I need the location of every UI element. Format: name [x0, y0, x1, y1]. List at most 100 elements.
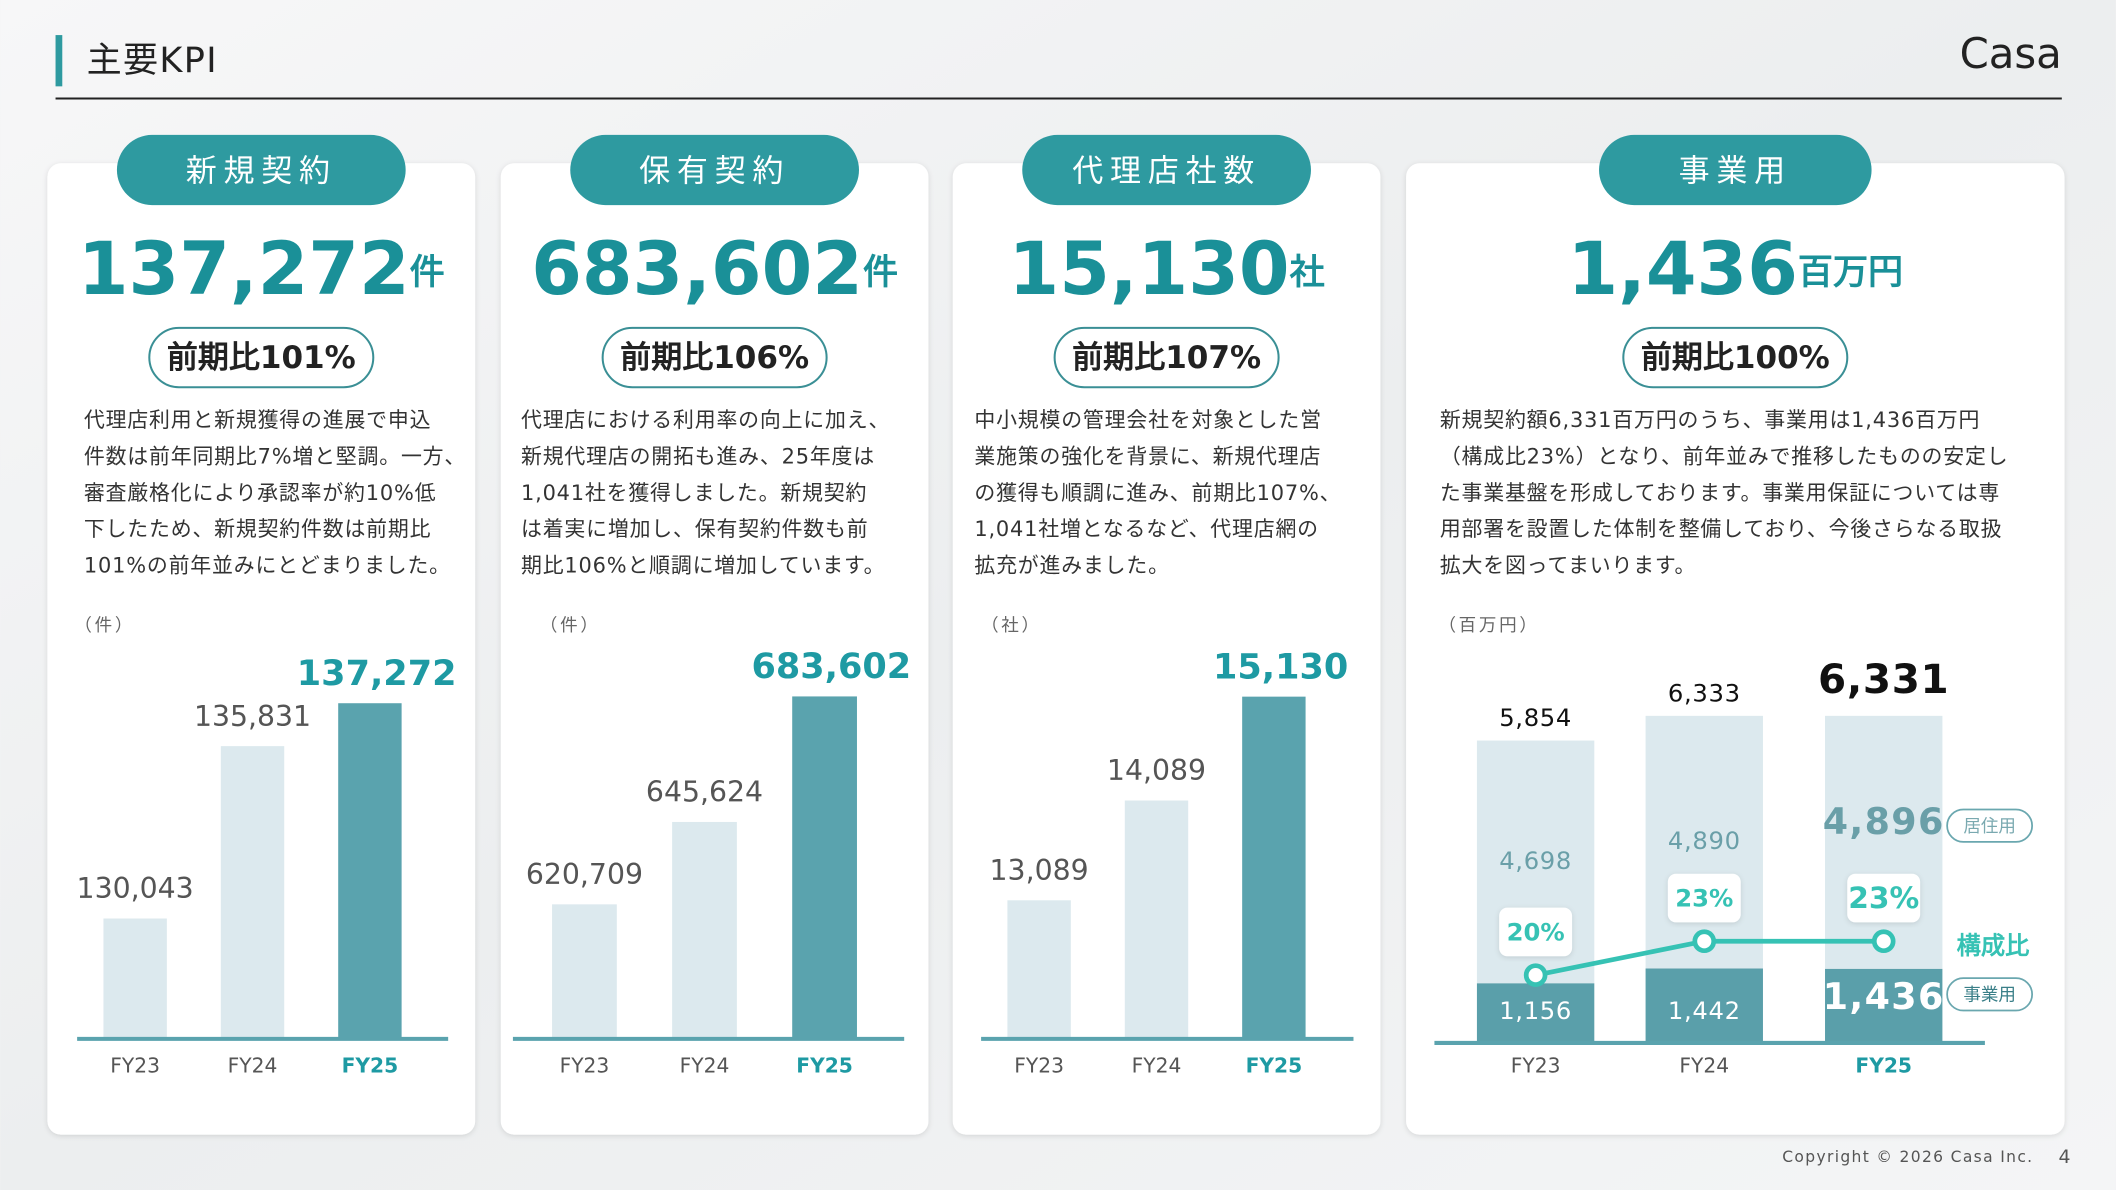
x-tick-label: FY24	[680, 1054, 730, 1078]
bar	[103, 918, 167, 1039]
ratio-label-box	[1499, 907, 1573, 957]
total-label: 6,331	[1818, 655, 1949, 703]
kpi-unit: 社	[1289, 252, 1325, 293]
bar-segment	[1476, 983, 1595, 1043]
ratio-pill	[1053, 326, 1280, 389]
bar	[792, 696, 857, 1039]
bar	[672, 821, 737, 1039]
card-label-pill	[570, 134, 859, 206]
kpi-number: 683,602	[531, 227, 863, 312]
description-line: 代理店における利用率の向上に加え、	[521, 408, 890, 432]
total-label: 6,333	[1668, 678, 1741, 707]
bar	[1007, 900, 1071, 1039]
description-line: 件数は前年同期比7%増と堅調。一方、	[84, 444, 466, 468]
description-line: 1,041社増となるなど、代理店網の	[974, 517, 1319, 541]
segment-label: 4,896	[1823, 800, 1945, 843]
card-label-pill	[1022, 134, 1311, 206]
value-label: 15,130	[1213, 646, 1348, 687]
bar	[1242, 696, 1306, 1039]
description-line: は着実に増加し、保有契約件数も前	[521, 517, 868, 541]
value-label: 620,709	[526, 858, 643, 891]
segment-label: 4,890	[1668, 826, 1741, 855]
ratio: 前期比101%	[167, 340, 356, 376]
ratio-pill	[148, 326, 375, 389]
bar	[552, 904, 617, 1039]
card-label: 新規契約	[186, 154, 337, 190]
x-tick-label: FY24	[1679, 1054, 1729, 1078]
x-tick-label: FY23	[110, 1054, 160, 1078]
ratio-pill	[601, 326, 828, 389]
x-tick-label: FY25	[1855, 1054, 1912, 1078]
ratio-label: 23%	[1848, 880, 1919, 915]
kpi-value: 1,436百万円	[1567, 227, 1903, 312]
x-tick-label: FY24	[1132, 1054, 1182, 1078]
description-line: 代理店利用と新規獲得の進展で申込	[84, 408, 431, 432]
legend-tag	[1946, 977, 2034, 1012]
card-label-pill	[116, 134, 406, 206]
ratio-pill	[1622, 326, 1849, 389]
segment-label: 1,442	[1668, 996, 1741, 1025]
kpi-value: 15,130社	[1009, 227, 1325, 312]
bar-segment	[1825, 968, 1943, 1043]
bar	[1124, 800, 1189, 1039]
ratio: 前期比100%	[1641, 340, 1830, 376]
description-line: 拡大を図ってまいります。	[1440, 554, 1696, 578]
description-line: 101%の前年並みにとどまりました。	[84, 554, 451, 578]
page-title: 主要KPI	[87, 40, 218, 81]
bar-segment	[1825, 715, 1943, 969]
legend-line-label: 構成比	[1957, 931, 2030, 960]
card-label: 保有契約	[639, 154, 790, 190]
x-tick-label: FY25	[1246, 1054, 1303, 1078]
legend-tag-label: 事業用	[1963, 986, 2016, 1006]
ratio-label: 20%	[1507, 917, 1565, 946]
legend-tag-label: 居住用	[1963, 817, 2016, 837]
description-line: 用部署を設置した体制を整備しており、今後さらなる取扱	[1440, 517, 2003, 541]
unit-label: （百万円）	[1438, 616, 1539, 636]
logo: Casa	[1960, 29, 2062, 78]
x-tick-label: FY23	[560, 1054, 610, 1078]
unit-label: （社）	[981, 616, 1042, 636]
total-label: 5,854	[1499, 703, 1572, 732]
bar	[220, 746, 285, 1039]
x-tick-label: FY25	[342, 1054, 399, 1078]
copyright: Copyright © 2026 Casa Inc.	[1782, 1148, 2033, 1166]
kpi-value: 683,602件	[531, 227, 898, 312]
description-line: 中小規模の管理会社を対象とした営	[974, 408, 1321, 432]
x-tick-label: FY23	[1511, 1054, 1561, 1078]
value-label: 14,089	[1107, 754, 1206, 787]
ratio-label-box	[1667, 873, 1741, 923]
segment-label: 1,156	[1499, 996, 1572, 1025]
description-line: 新規代理店の開拓も進み、25年度は	[521, 444, 875, 468]
kpi-value: 137,272件	[78, 227, 445, 312]
bar	[338, 703, 402, 1039]
kpi-unit: 百万円	[1798, 252, 1903, 293]
x-tick-label: FY23	[1014, 1054, 1064, 1078]
value-label: 130,043	[77, 872, 194, 905]
kpi-number: 15,130	[1009, 227, 1290, 312]
description-line: の獲得も順調に進み、前期比107%、	[974, 481, 1341, 505]
x-tick-label: FY24	[228, 1054, 278, 1078]
kpi-number: 137,272	[78, 227, 410, 312]
card-label-pill	[1599, 134, 1872, 206]
value-label: 13,089	[990, 854, 1089, 887]
kpi-unit: 件	[410, 252, 445, 293]
ratio: 前期比107%	[1072, 340, 1261, 376]
description-line: 業施策の強化を背景に、新規代理店	[974, 444, 1321, 468]
bar-segment	[1645, 968, 1763, 1043]
kpi-number: 1,436	[1567, 227, 1797, 312]
ratio-point	[1871, 929, 1896, 954]
value-label: 645,624	[646, 776, 763, 809]
ratio-point	[1523, 963, 1548, 987]
description-line: （構成比23%）となり、前年並みで推移したものの安定し	[1440, 444, 2009, 468]
ratio-label-box	[1847, 873, 1921, 923]
x-tick-label: FY25	[796, 1054, 853, 1078]
value-label: 137,272	[297, 653, 457, 694]
description-line: 審査厳格化により承認率が約10%低	[84, 481, 437, 505]
description-line: 1,041社を獲得しました。新規契約	[521, 481, 867, 505]
unit-label: （件）	[540, 616, 601, 636]
segment-label: 4,698	[1499, 846, 1572, 875]
ratio: 前期比106%	[620, 340, 809, 376]
legend-tag	[1946, 808, 2034, 843]
